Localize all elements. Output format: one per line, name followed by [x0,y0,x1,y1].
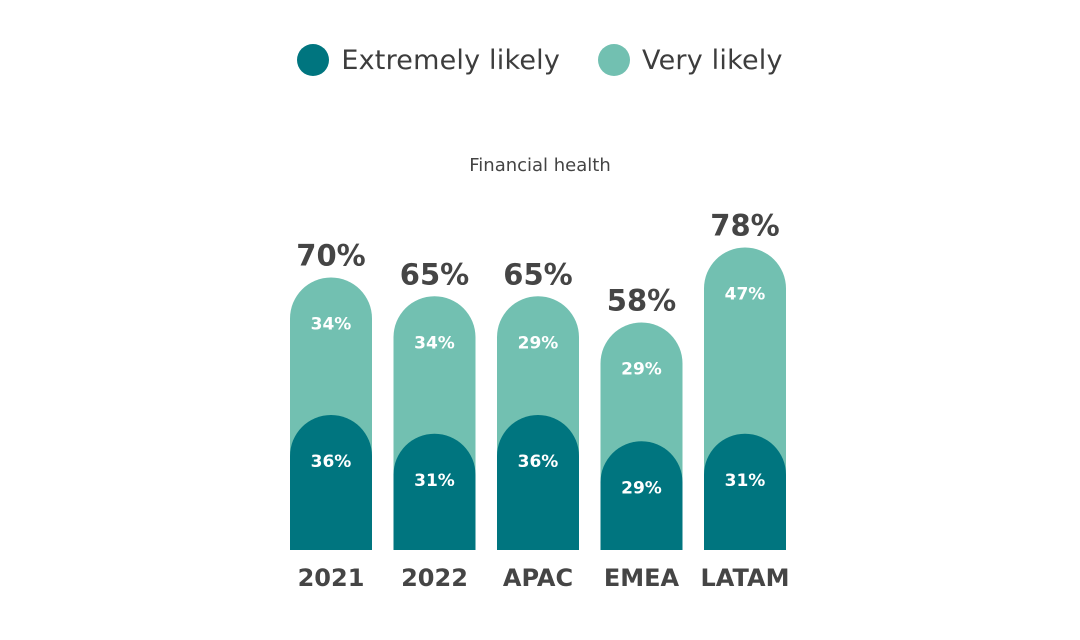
segment-label-very-likely: 29% [621,360,662,380]
total-label: 65% [503,257,572,291]
legend-item-extremely-likely: Extremely likely [297,44,560,76]
bar-extremely-likely [497,415,579,550]
legend-swatch-very-likely [598,44,631,76]
segment-label-extremely-likely: 36% [311,452,352,472]
segment-label-extremely-likely: 31% [414,471,455,491]
bar-extremely-likely [290,415,372,550]
total-label: 78% [710,209,779,243]
segment-label-extremely-likely: 36% [518,452,559,472]
legend-label: Extremely likely [341,44,561,76]
legend-swatch-extremely-likely [297,44,330,76]
category-label: 2022 [401,564,468,592]
legend-label: Very likely [642,44,783,76]
chart-title: Financial health [469,155,611,176]
segment-label-very-likely: 34% [414,333,455,353]
segment-label-extremely-likely: 29% [621,478,662,498]
total-label: 65% [400,257,469,291]
category-label: EMEA [604,564,680,592]
segment-label-very-likely: 47% [725,285,766,305]
category-label: LATAM [701,564,790,592]
bar-extremely-likely [393,433,476,550]
category-label: APAC [503,564,573,592]
segment-label-extremely-likely: 31% [725,471,766,491]
category-label: 2021 [298,564,365,592]
legend-item-very-likely: Very likely [598,44,783,76]
bar-extremely-likely [704,433,786,550]
segment-label-very-likely: 34% [311,315,352,335]
segment-label-very-likely: 29% [518,333,559,353]
total-label: 58% [607,284,676,318]
total-label: 70% [296,239,365,273]
bar-extremely-likely [600,441,683,550]
legend: Extremely likely Very likely [0,44,1080,76]
